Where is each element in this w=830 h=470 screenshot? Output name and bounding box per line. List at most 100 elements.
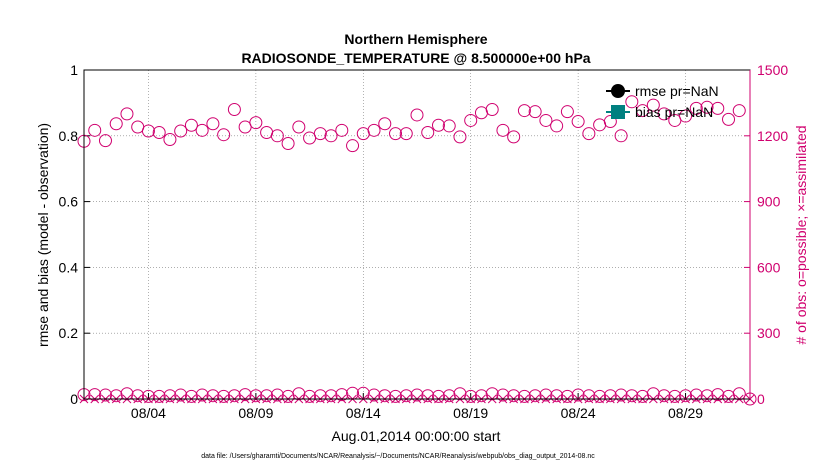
possible-obs-point: [431, 389, 445, 403]
possible-obs-point: [260, 389, 274, 403]
possible-obs-point: [442, 119, 456, 133]
right-tick-label: 1200: [757, 128, 788, 144]
possible-obs-point: [614, 388, 628, 402]
possible-obs-point: [174, 124, 188, 138]
x-tick-label: 08/14: [346, 405, 381, 421]
possible-obs-point: [485, 102, 499, 116]
x-tick-label: 08/19: [453, 405, 488, 421]
possible-obs-point: [141, 389, 155, 403]
possible-obs-point: [711, 388, 725, 402]
possible-obs-point: [431, 118, 445, 132]
possible-obs-point: [679, 389, 693, 403]
possible-obs-point: [227, 389, 241, 403]
possible-obs-point: [249, 116, 263, 130]
possible-obs-point: [346, 386, 360, 400]
possible-obs-point: [582, 389, 596, 403]
possible-obs-point: [625, 389, 639, 403]
possible-obs-point: [657, 389, 671, 403]
possible-obs-point: [700, 389, 714, 403]
possible-obs-point: [560, 389, 574, 403]
possible-obs-point: [539, 113, 553, 127]
possible-obs-point: [646, 98, 660, 112]
possible-obs-point: [163, 133, 177, 147]
possible-obs-point: [442, 389, 456, 403]
possible-obs-point: [152, 389, 166, 403]
possible-obs-point: [399, 127, 413, 141]
possible-obs-point: [517, 104, 531, 118]
right-tick-label: 0: [757, 391, 765, 407]
possible-obs-point: [120, 107, 134, 121]
possible-obs-point: [410, 388, 424, 402]
possible-obs-point: [550, 119, 564, 133]
possible-obs-point: [668, 389, 682, 403]
possible-obs-point: [496, 123, 510, 137]
possible-obs-point: [195, 388, 209, 402]
possible-obs-point: [120, 387, 134, 401]
possible-obs-point: [324, 389, 338, 403]
possible-obs-point: [453, 387, 467, 401]
possible-obs-point: [389, 389, 403, 403]
possible-obs-point: [227, 102, 241, 116]
left-tick-label: 0.8: [59, 128, 79, 144]
possible-obs-point: [217, 128, 231, 142]
possible-obs-point: [732, 387, 746, 401]
right-tick-label: 1500: [757, 62, 788, 78]
possible-obs-point: [722, 112, 736, 126]
possible-obs-point: [184, 389, 198, 403]
y-axis-label-right: # of obs: o=possible; ×=assimilated: [793, 125, 809, 344]
possible-obs-point: [217, 389, 231, 403]
possible-obs-point: [174, 388, 188, 402]
possible-obs-point: [593, 118, 607, 132]
possible-obs-point: [528, 389, 542, 403]
possible-obs-point: [646, 387, 660, 401]
possible-obs-point: [485, 387, 499, 401]
left-tick-label: 0.2: [59, 325, 79, 341]
chart-subtitle: RADIOSONDE_TEMPERATURE @ 8.500000e+00 hP…: [241, 50, 590, 66]
left-tick-label: 1: [70, 62, 78, 78]
possible-obs-point: [131, 120, 145, 134]
possible-obs-point: [657, 107, 671, 121]
data-file-footnote: data file: /Users/gharamti/Documents/NCA…: [201, 453, 595, 460]
possible-obs-point: [507, 389, 521, 403]
x-axis-label: Aug.01,2014 00:00:00 start: [332, 428, 501, 444]
possible-obs-point: [700, 100, 714, 114]
possible-obs-point: [722, 389, 736, 403]
possible-obs-point: [270, 129, 284, 143]
possible-obs-point: [453, 130, 467, 144]
possible-obs-point: [98, 388, 112, 402]
possible-obs-point: [367, 388, 381, 402]
possible-obs-point: [593, 389, 607, 403]
possible-obs-point: [131, 389, 145, 403]
possible-obs-point: [496, 388, 510, 402]
possible-obs-point: [603, 389, 617, 403]
possible-obs-point: [249, 389, 263, 403]
possible-obs-point: [571, 388, 585, 402]
possible-obs-point: [689, 101, 703, 115]
possible-obs-point: [528, 105, 542, 119]
possible-obs-point: [238, 120, 252, 134]
possible-obs-point: [206, 117, 220, 131]
possible-obs-point: [260, 126, 274, 140]
possible-obs-point: [292, 120, 306, 134]
possible-obs-point: [313, 127, 327, 141]
possible-obs-point: [389, 127, 403, 141]
possible-obs-point: [603, 115, 617, 129]
possible-obs-point: [582, 127, 596, 141]
data-marks: [77, 95, 757, 406]
x-tick-label: 08/04: [131, 405, 166, 421]
x-tick-label: 08/09: [238, 405, 273, 421]
possible-obs-point: [303, 131, 317, 145]
possible-obs-point: [292, 387, 306, 401]
possible-obs-point: [367, 123, 381, 137]
possible-obs-point: [88, 388, 102, 402]
x-tick-label: 08/24: [561, 405, 596, 421]
possible-obs-point: [464, 389, 478, 403]
possible-obs-point: [88, 123, 102, 137]
possible-obs-point: [184, 118, 198, 132]
possible-obs-point: [281, 389, 295, 403]
possible-obs-point: [560, 105, 574, 119]
right-tick-label: 600: [757, 259, 781, 275]
possible-obs-point: [625, 95, 639, 109]
possible-obs-point: [550, 389, 564, 403]
